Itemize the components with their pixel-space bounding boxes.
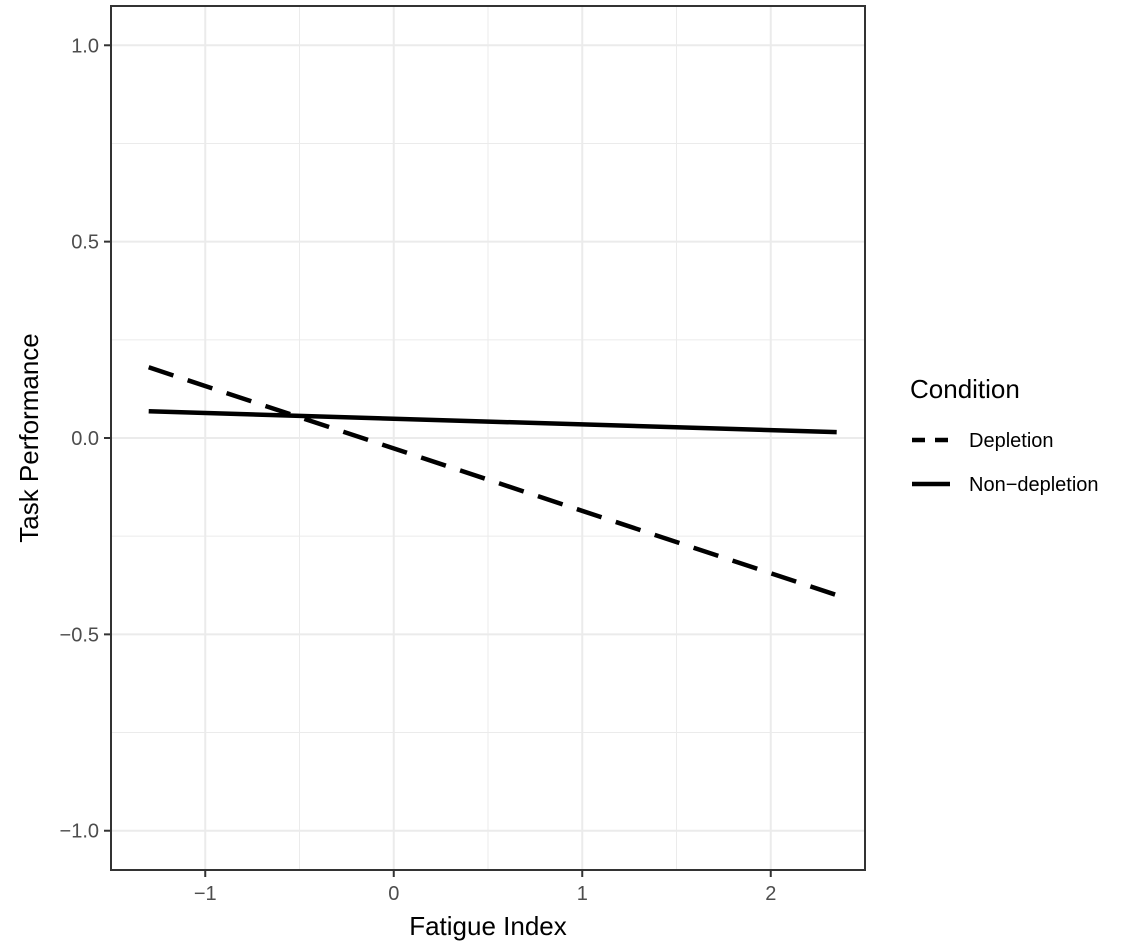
series-line-depletion	[147, 365, 838, 598]
series-lines	[147, 365, 838, 598]
y-tick-label: −0.5	[60, 624, 99, 646]
series-line-non-depletion	[148, 409, 837, 435]
legend-title: Condition	[910, 374, 1020, 404]
x-tick-label: 1	[577, 883, 588, 905]
x-axis-title: Fatigue Index	[409, 911, 567, 941]
major-gridlines	[111, 6, 865, 870]
y-tick-label: 1.0	[71, 35, 99, 57]
y-axis-ticks: 1.0 0.5 0.0 −0.5 −1.0	[60, 35, 111, 843]
x-tick-label: 0	[388, 883, 399, 905]
x-tick-label: −1	[194, 883, 217, 905]
y-tick-label: −1.0	[60, 821, 99, 843]
y-tick-label: 0.5	[71, 232, 99, 254]
x-tick-label: 2	[765, 883, 776, 905]
legend: Condition Depletion Non−depletion	[910, 374, 1099, 496]
y-tick-label: 0.0	[71, 428, 99, 450]
legend-label-depletion: Depletion	[969, 430, 1054, 452]
x-axis-ticks: −1 0 1 2	[194, 870, 776, 905]
legend-label-non-depletion: Non−depletion	[969, 474, 1099, 496]
y-axis-title: Task Performance	[14, 333, 44, 543]
